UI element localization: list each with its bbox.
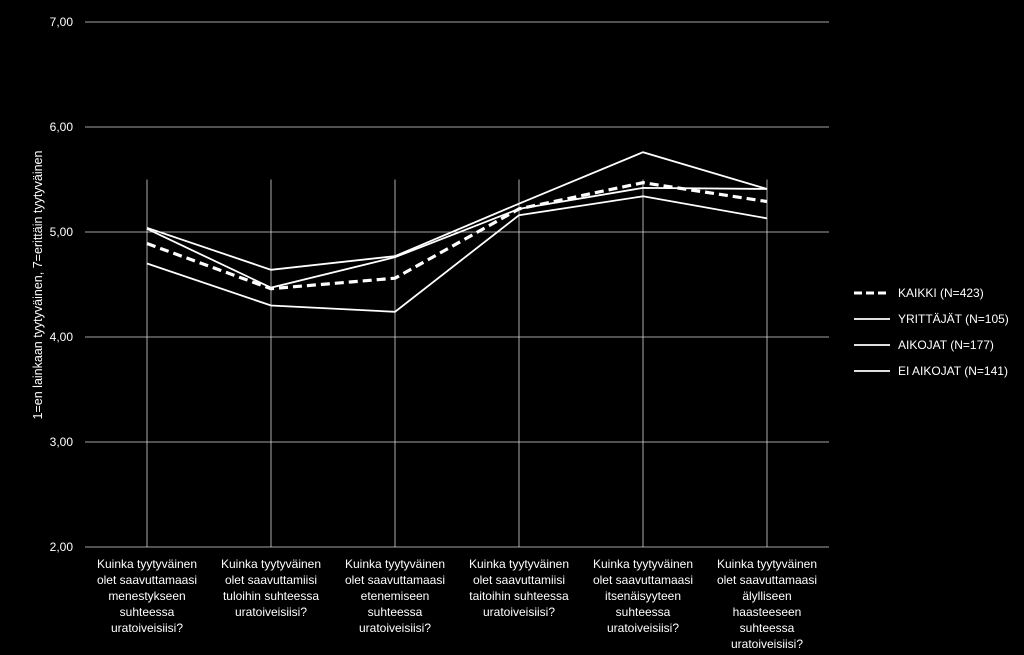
x-category-label-line: Kuinka tyytyväinen (592, 557, 694, 571)
series-line (146, 186, 768, 289)
x-category-label: Kuinka tyytyväinen olet saavuttamiisi tulo… (211, 556, 331, 620)
x-category-label-line: uratoiveisiisi? (358, 621, 432, 635)
x-category-label-line: Kuinka tyytyväinen (468, 557, 570, 571)
legend-item: EI AIKOJAT (N=141) (852, 358, 1009, 384)
x-category-label-line: olet saavuttamaasi (96, 573, 198, 587)
legend-item: YRITTÄJÄT (N=105) (852, 306, 1009, 332)
x-category-label-line: olet saavuttamaasi (592, 573, 694, 587)
gridlines (85, 21, 829, 548)
y-tick-label: 6,00 (50, 120, 74, 134)
legend-label: EI AIKOJAT (N=141) (898, 364, 1008, 378)
x-category-label-line: menestykseen (108, 589, 186, 603)
x-category-label-line: suhteessa (615, 605, 671, 619)
x-category-label-line: uratoiveisiisi? (482, 605, 556, 619)
series-line (146, 181, 768, 291)
series-lines (146, 151, 768, 313)
y-axis-label: 1=en lainkaan tyytyväinen, 7=erittäin ty… (31, 150, 45, 419)
x-category-label-line: etenemiseen (360, 589, 430, 603)
x-category-label-line: olet saavuttamiisi (472, 573, 566, 587)
y-tick-label: 4,00 (50, 330, 74, 344)
legend-label: YRITTÄJÄT (N=105) (898, 312, 1009, 326)
series-line (146, 151, 768, 271)
y-tick-label: 3,00 (50, 435, 74, 449)
x-category-label-line: olet saavuttamiisi (224, 573, 318, 587)
legend-label: KAIKKI (N=423) (898, 286, 984, 300)
y-tick-label: 5,00 (50, 225, 74, 239)
x-category-label-line: älylliseen haasteeseen (732, 589, 802, 619)
x-category-label-line: uratoiveisiisi? (730, 637, 804, 651)
x-category-label-line: Kuinka tyytyväinen (96, 557, 198, 571)
x-category-label-line: uratoiveisiisi? (110, 621, 184, 635)
x-category-label-line: suhteessa (119, 605, 175, 619)
x-category-label: Kuinka tyytyväinen olet saavuttamaasi älyl… (707, 556, 827, 652)
x-category-label-line: itsenäisyyteen (604, 589, 682, 603)
x-category-label: Kuinka tyytyväinen olet saavuttamaasi eten… (335, 556, 455, 636)
x-category-label-line: uratoiveisiisi? (234, 605, 308, 619)
y-tick-label: 7,00 (50, 15, 74, 29)
x-category-label: Kuinka tyytyväinen olet saavuttamaasi mene… (87, 556, 207, 636)
y-tick-label: 2,00 (50, 540, 74, 554)
x-category-label-line: tuloihin suhteessa (222, 589, 320, 603)
x-category-label-line: suhteessa (367, 605, 423, 619)
x-category-label-line: suhteessa (739, 621, 795, 635)
legend-item: AIKOJAT (N=177) (852, 332, 1009, 358)
y-axis-ticks: 2,00 3,00 4,00 5,00 6,00 7,00 (50, 15, 74, 554)
legend-label: AIKOJAT (N=177) (898, 338, 994, 352)
legend-swatch (854, 291, 890, 295)
x-category-label: Kuinka tyytyväinen olet saavuttamaasi itse… (583, 556, 703, 636)
legend-swatch (854, 344, 890, 346)
legend: KAIKKI (N=423) YRITTÄJÄT (N=105) AIKOJAT (… (852, 280, 1009, 384)
x-category-label-line: Kuinka tyytyväinen (344, 557, 446, 571)
x-category-label-line: olet saavuttamaasi (716, 573, 818, 587)
x-category-label-line: Kuinka tyytyväinen (220, 557, 322, 571)
x-category-label: Kuinka tyytyväinen olet saavuttamiisi tait… (459, 556, 579, 620)
x-category-label-line: uratoiveisiisi? (606, 621, 680, 635)
x-category-label-line: taitoihin suhteessa (469, 589, 569, 603)
legend-item: KAIKKI (N=423) (852, 280, 1009, 306)
series-line (146, 195, 768, 313)
legend-swatch (854, 318, 890, 320)
x-category-label-line: Kuinka tyytyväinen (716, 557, 818, 571)
legend-swatch (854, 370, 890, 372)
x-category-label-line: olet saavuttamaasi (344, 573, 446, 587)
